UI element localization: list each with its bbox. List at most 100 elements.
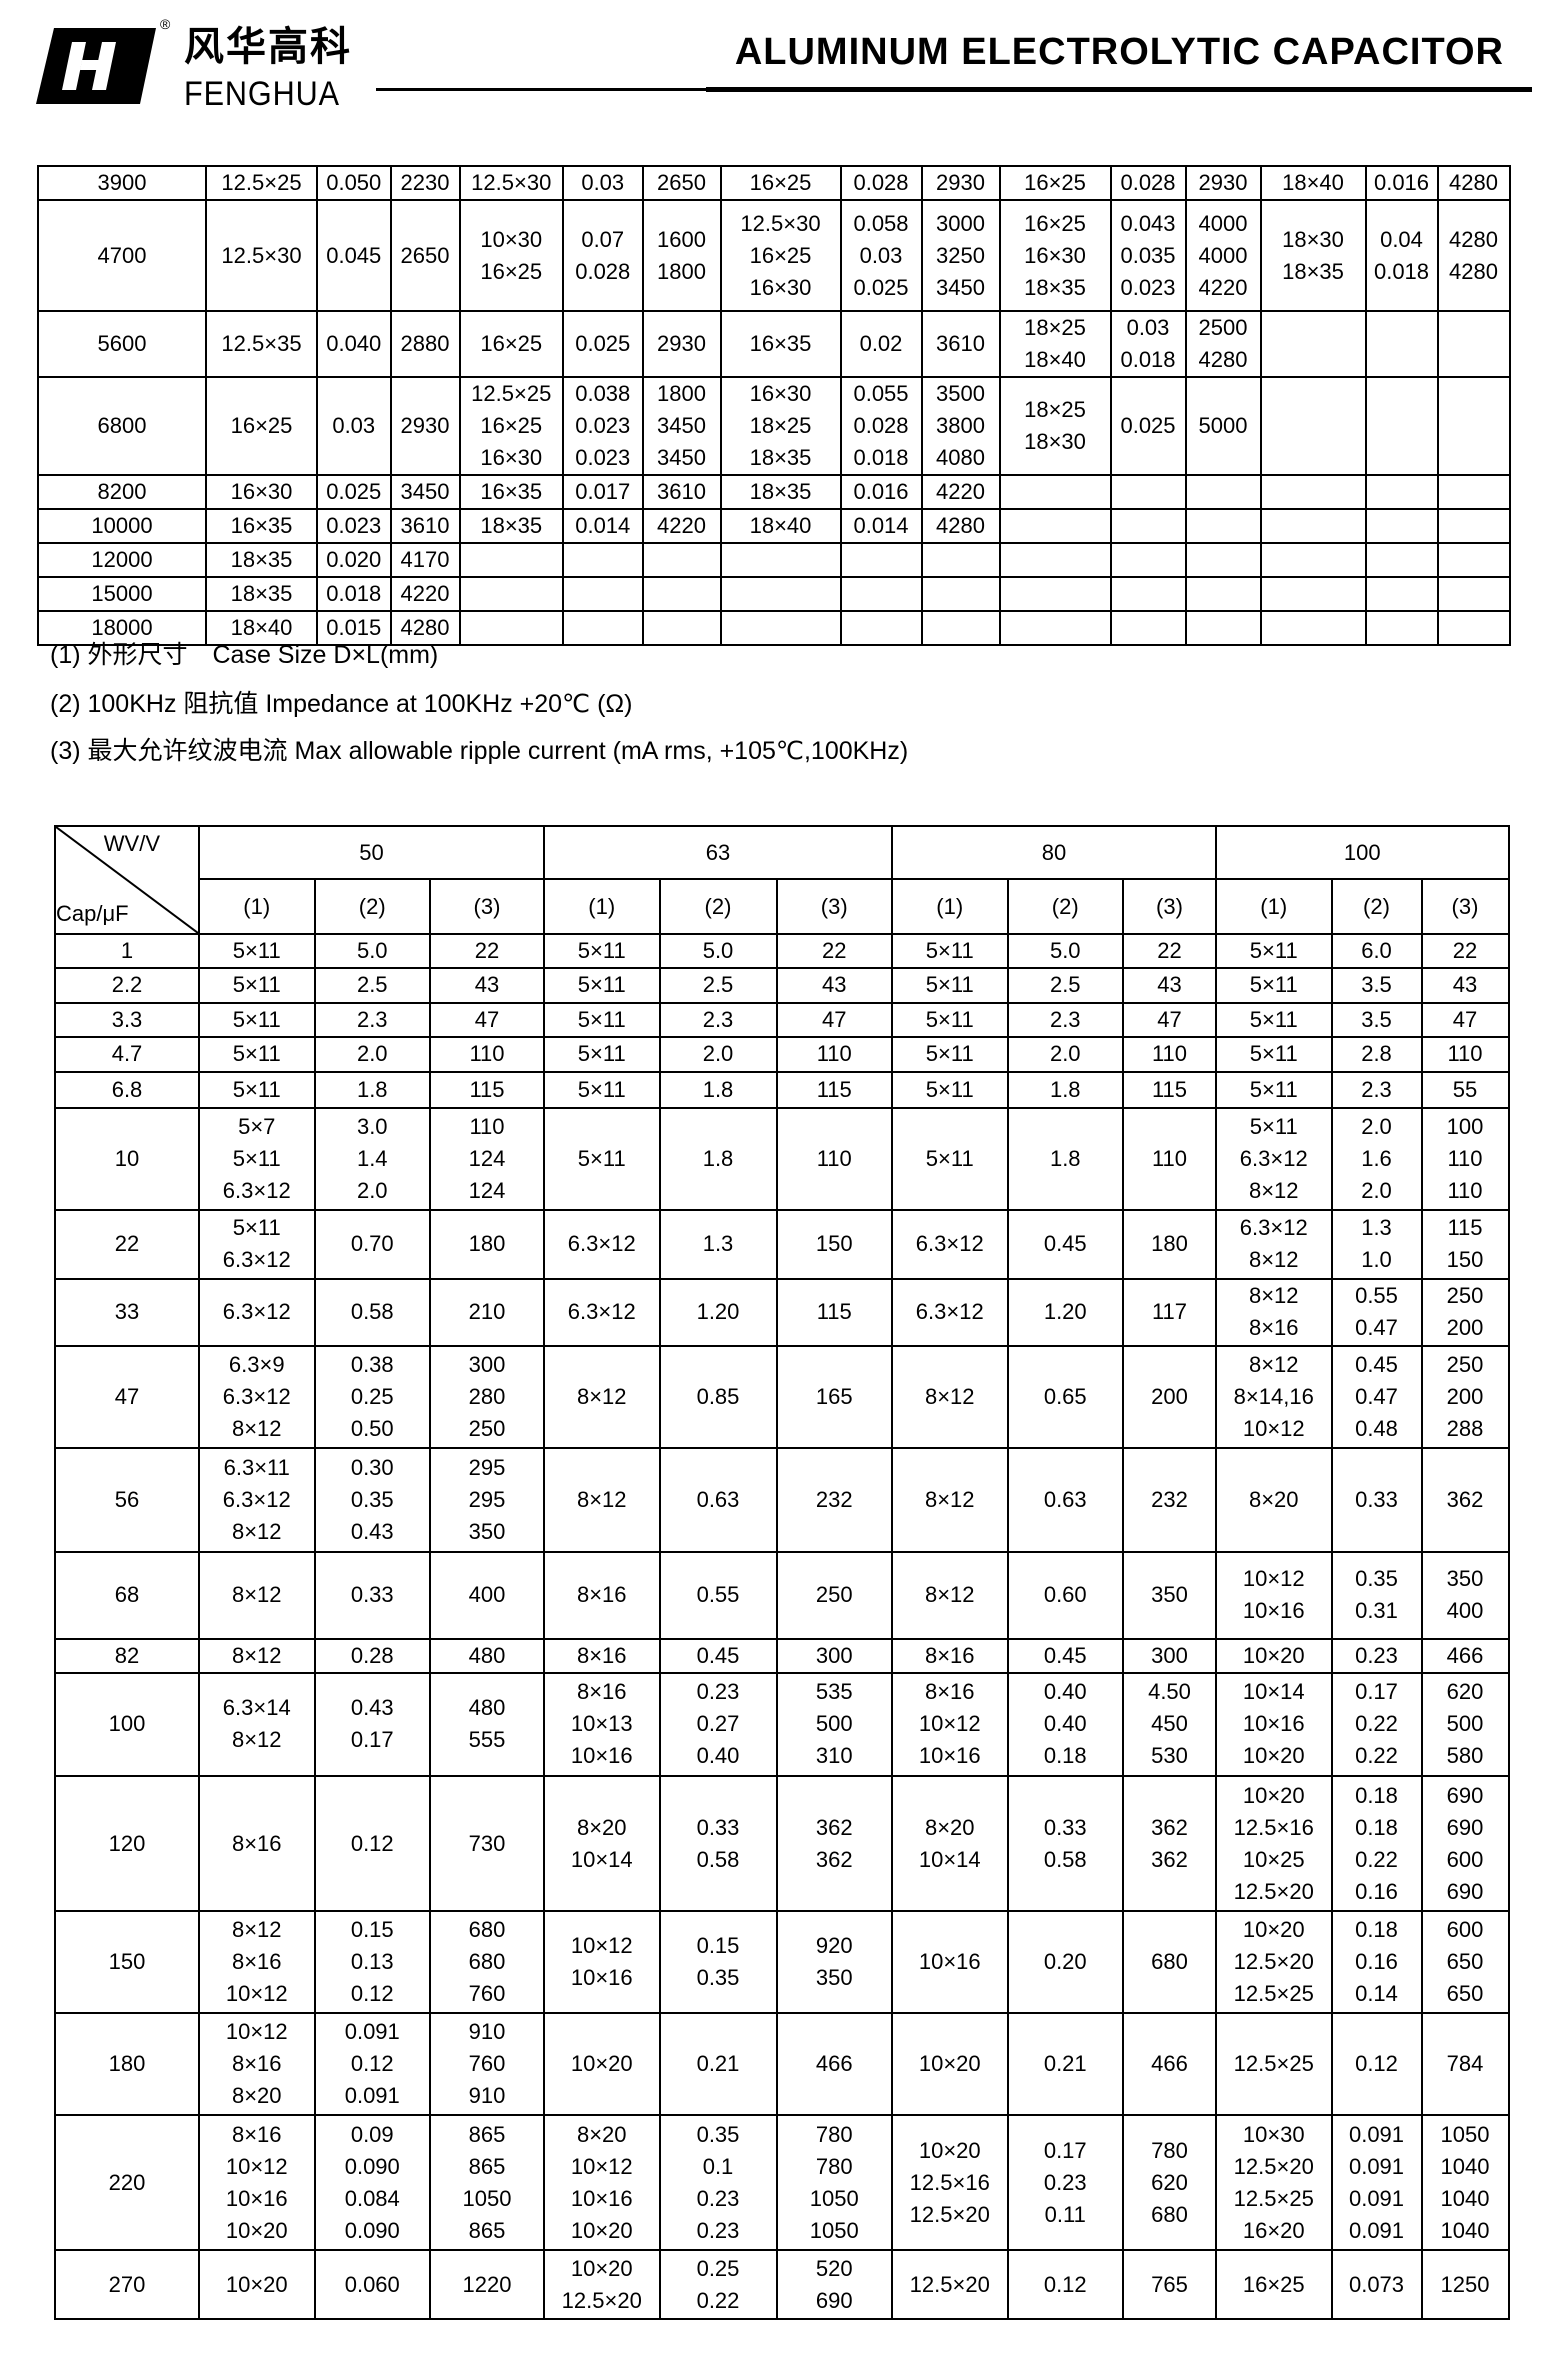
impedance-cell: 0.058 0.03 0.025 (839, 199, 923, 312)
impedance-cell: 0.30 0.35 0.43 (313, 1447, 431, 1553)
brand-name-chinese: 风华高科 (184, 24, 352, 70)
case-size-cell (998, 542, 1112, 578)
capacitance-cell: 270 (54, 2249, 200, 2320)
ripple-current-cell: 250 (775, 1550, 893, 1640)
impedance-cell: 0.58 (313, 1277, 431, 1347)
impedance-cell: 0.15 0.13 0.12 (313, 1910, 431, 2014)
case-size-cell (719, 542, 842, 578)
capacitance-cell: 180 (54, 2012, 200, 2116)
capacitance-cell: 12000 (37, 542, 207, 578)
ripple-current-header: (3) (1122, 878, 1217, 935)
case-size-cell: 5×11 (891, 1106, 1009, 1211)
impedance-cell: 0.028 (839, 165, 923, 201)
table-row: 82 8×12 0.28 480 8×16 0.45 300 8×16 0.45 300 10×20… (54, 1637, 1510, 1674)
case-size-cell: 8×20 (1215, 1447, 1333, 1553)
fenghua-logo (36, 28, 156, 104)
ripple-current-cell: 4280 (389, 610, 461, 646)
case-size-cell: 10×20 (198, 2249, 316, 2320)
case-size-cell (1259, 474, 1367, 510)
case-size-cell: 5×11 (1215, 933, 1333, 969)
ripple-current-cell: 115 (775, 1070, 893, 1109)
impedance-cell: 0.02 (839, 310, 923, 378)
ripple-current-cell: 165 (775, 1345, 893, 1449)
case-size-cell: 6.3×14 8×12 (198, 1671, 316, 1777)
impedance-cell: 5.0 (313, 933, 431, 969)
case-size-cell: 5×11 (891, 1001, 1009, 1038)
ripple-current-cell: 865 865 1050 865 (429, 2114, 545, 2251)
case-size-cell: 5×11 6.3×12 8×12 (1215, 1106, 1333, 1211)
header-rule-thick (706, 87, 1532, 92)
impedance-cell: 0.12 (1006, 2249, 1124, 2320)
ripple-current-cell (1436, 542, 1511, 578)
case-size-cell: 5×11 (198, 1001, 316, 1038)
voltage-header: 50 (198, 824, 545, 881)
case-size-cell (1259, 610, 1367, 646)
ripple-current-cell: 680 (1122, 1910, 1217, 2014)
case-size-cell: 8×12 (198, 1637, 316, 1674)
capacitance-cell: 15000 (37, 576, 207, 612)
impedance-cell: 0.35 0.31 (1330, 1550, 1423, 1640)
ripple-current-cell: 3610 (641, 474, 722, 510)
ripple-current-cell: 43 (429, 967, 545, 1004)
case-size-cell: 10×12 10×16 (543, 1910, 661, 2014)
table-row: 12000 18×35 0.020 4170 (37, 542, 1511, 578)
ripple-current-cell: 3610 (389, 508, 461, 544)
table-row: 10 5×7 5×11 6.3×12 3.0 1.4 2.0 110 124 124 5… (54, 1106, 1510, 1211)
ripple-current-cell: 2930 (1184, 165, 1262, 201)
impedance-cell: 0.014 (839, 508, 923, 544)
ripple-current-cell: 362 362 (775, 1775, 893, 1912)
impedance-cell: 0.18 0.16 0.14 (1330, 1910, 1423, 2014)
case-size-cell (458, 542, 564, 578)
ripple-current-header: (3) (1420, 878, 1510, 935)
case-size-cell: 8×12 (891, 1447, 1009, 1553)
ripple-current-cell: 600 650 650 (1420, 1910, 1510, 2014)
case-size-cell: 10×20 12.5×16 12.5×20 (891, 2114, 1009, 2251)
case-size-cell: 8×20 10×12 10×16 10×20 (543, 2114, 661, 2251)
table-row: 4.7 5×11 2.0 110 5×11 2.0 110 5×11 2.0 110 5×11 2.8… (54, 1036, 1510, 1073)
impedance-cell: 0.040 (316, 310, 392, 378)
ripple-current-cell: 43 (1420, 967, 1510, 1004)
ripple-current-cell: 22 (429, 933, 545, 969)
ripple-current-cell: 115 (1122, 1070, 1217, 1109)
impedance-cell: 2.0 (1006, 1036, 1124, 1073)
impedance-cell (1109, 542, 1187, 578)
table-row: 1 5×11 5.0 22 5×11 5.0 22 5×11 5.0 22 5×11 6.0 22 (54, 933, 1510, 969)
impedance-cell (1364, 474, 1439, 510)
capacitance-cell: 68 (54, 1550, 200, 1640)
case-size-cell: 18×35 (719, 474, 842, 510)
capacitance-cell: 10000 (37, 508, 207, 544)
document-title: ALUMINUM ELECTROLYTIC CAPACITOR (734, 31, 1504, 73)
ripple-current-cell: 4000 4000 4220 (1184, 199, 1262, 312)
impedance-cell: 2.5 (313, 967, 431, 1004)
impedance-cell: 5.0 (658, 933, 778, 969)
impedance-cell: 0.85 (658, 1345, 778, 1449)
impedance-cell: 0.23 (1330, 1637, 1423, 1674)
ripple-current-cell: 3610 (920, 310, 1001, 378)
ripple-current-cell: 180 (1122, 1208, 1217, 1280)
case-size-header: (1) (543, 878, 661, 935)
ripple-current-cell: 300 (775, 1637, 893, 1674)
ripple-current-cell: 4280 4280 (1436, 199, 1511, 312)
impedance-cell: 0.017 (562, 474, 644, 510)
impedance-cell: 6.0 (1330, 933, 1423, 969)
capacitance-cell: 5600 (37, 310, 207, 378)
capacitance-cell: 22 (54, 1208, 200, 1280)
impedance-cell: 0.40 0.40 0.18 (1006, 1671, 1124, 1777)
ripple-current-cell: 200 (1122, 1345, 1217, 1449)
case-size-cell: 10×20 12.5×20 (543, 2249, 661, 2320)
impedance-cell: 1.8 (1006, 1106, 1124, 1211)
case-size-cell: 8×12 8×16 10×12 (198, 1910, 316, 2014)
case-size-cell: 5×11 (1215, 1001, 1333, 1038)
impedance-cell: 0.025 (316, 474, 392, 510)
impedance-cell: 0.17 0.23 0.11 (1006, 2114, 1124, 2251)
case-size-cell (1259, 310, 1367, 378)
impedance-cell: 3.5 (1330, 967, 1423, 1004)
impedance-cell: 0.33 (1330, 1447, 1423, 1553)
ripple-current-cell: 920 350 (775, 1910, 893, 2014)
ripple-current-cell: 180 (429, 1208, 545, 1280)
table-row: 15000 18×35 0.018 4220 (37, 576, 1511, 612)
case-size-cell: 18×35 (458, 508, 564, 544)
ripple-current-cell: 47 (1420, 1001, 1510, 1038)
case-size-cell: 5×11 (1215, 1036, 1333, 1073)
ripple-current-cell: 22 (1122, 933, 1217, 969)
